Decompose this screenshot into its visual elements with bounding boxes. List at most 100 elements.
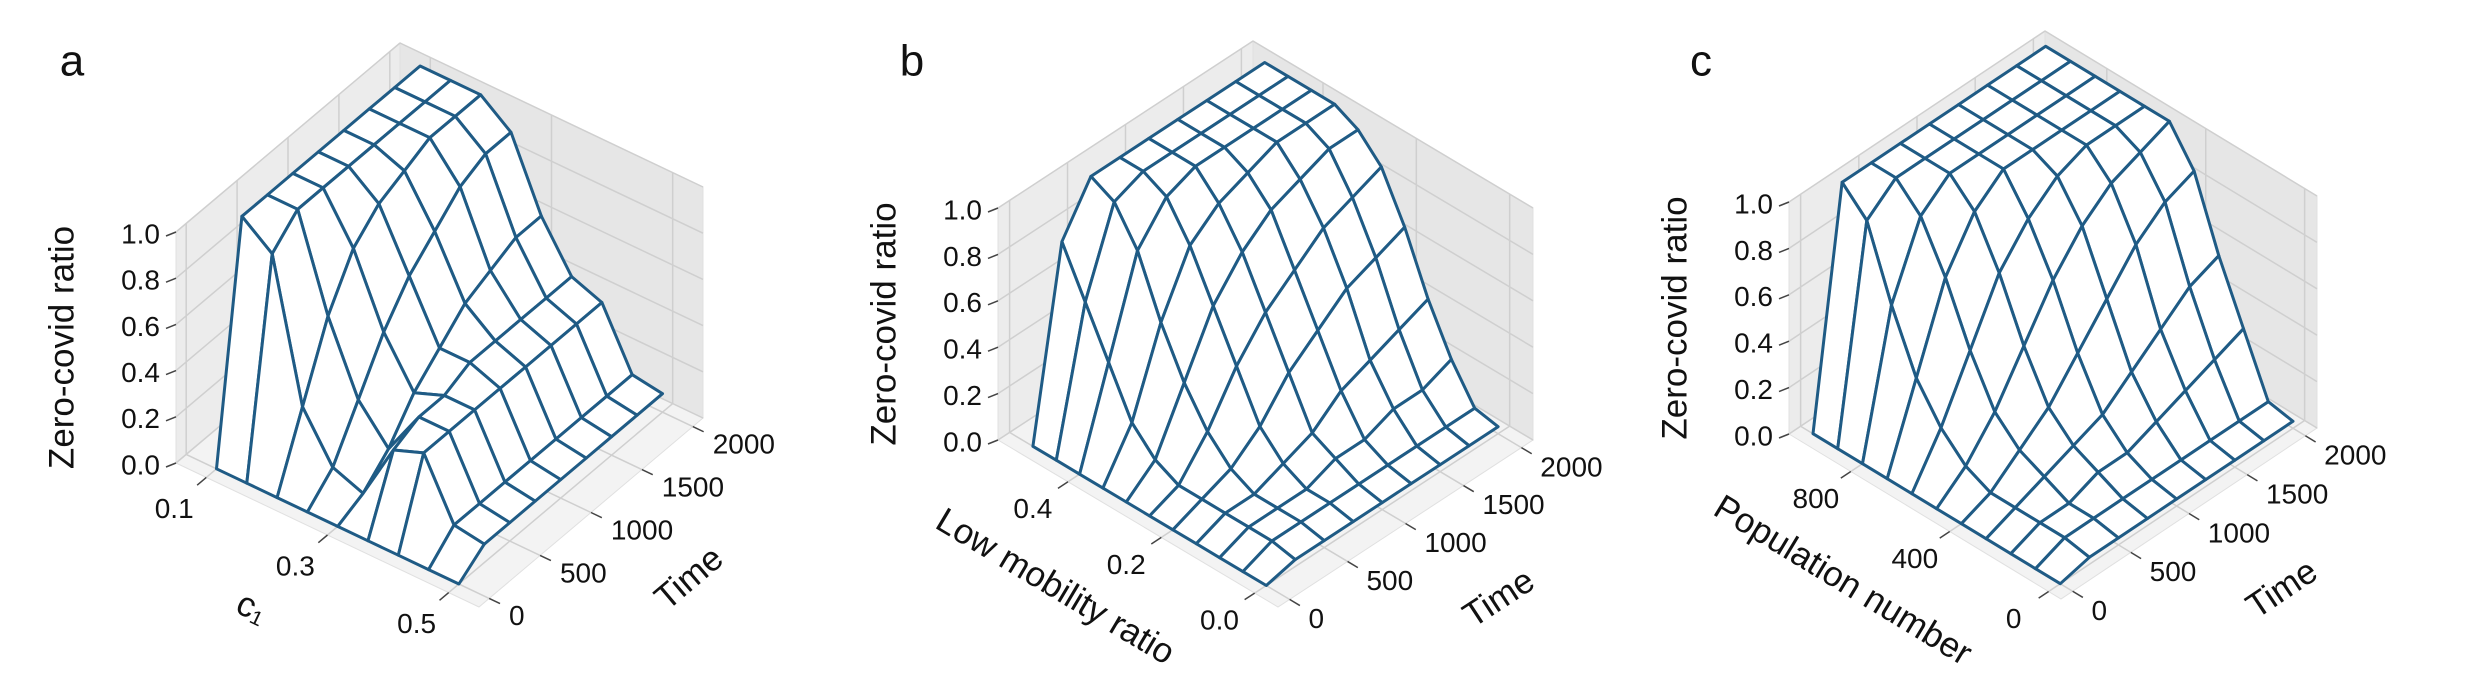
tick-mark — [1778, 340, 1790, 346]
z-tick-label: 0.2 — [121, 403, 160, 434]
tick-mark — [488, 597, 501, 605]
x-tick-label: 0.3 — [276, 550, 315, 581]
z-tick-label: 0.2 — [943, 380, 982, 411]
y-tick-label: 2000 — [713, 428, 775, 459]
grid-line — [2044, 30, 2318, 197]
tick-mark — [692, 425, 704, 433]
y-tick-label: 2000 — [1540, 451, 1602, 482]
z-tick-label: 0.6 — [1734, 281, 1773, 312]
y-tick-label: 1500 — [2266, 478, 2328, 509]
panel-label: a — [60, 37, 85, 86]
tick-mark — [1057, 481, 1069, 489]
y-tick-label: 1500 — [1482, 489, 1544, 520]
tick-mark — [539, 554, 552, 562]
tick-mark — [987, 439, 999, 445]
surface-cell — [427, 523, 486, 586]
tick-mark — [641, 468, 654, 476]
z-tick-label: 0.4 — [1734, 328, 1773, 359]
x-axis-label: c₁ — [230, 584, 273, 632]
y-tick-label: 1000 — [2208, 517, 2270, 548]
z-axis-label: Zero-covid ratio — [42, 226, 81, 469]
tick-mark — [1463, 484, 1475, 493]
tick-mark — [2304, 435, 2317, 443]
y-axis-label: Time — [647, 538, 731, 617]
tick-mark — [439, 592, 450, 601]
y-axis-label: Time — [2239, 551, 2324, 626]
tick-mark — [165, 277, 177, 283]
tick-mark — [165, 462, 177, 468]
z-tick-label: 0.0 — [121, 449, 160, 480]
y-tick-label: 1000 — [1424, 527, 1486, 558]
z-tick-label: 0.6 — [943, 287, 982, 318]
tick-mark — [317, 534, 328, 544]
y-tick-label: 2000 — [2324, 440, 2386, 471]
z-tick-label: 0.2 — [1734, 374, 1773, 405]
tick-mark — [1244, 592, 1256, 601]
tick-mark — [2130, 551, 2142, 560]
x-tick-label: 0.2 — [1107, 549, 1146, 580]
z-tick-label: 0.0 — [943, 426, 982, 457]
surface-cell — [2034, 536, 2091, 586]
x-tick-label: 800 — [1793, 483, 1840, 514]
grid-line — [1252, 40, 1534, 209]
z-tick-label: 1.0 — [121, 218, 160, 249]
x-tick-label: 400 — [1891, 543, 1938, 574]
x-tick-label: 0.0 — [1200, 604, 1239, 635]
y-tick-label: 500 — [2150, 556, 2197, 587]
z-tick-label: 0.8 — [943, 241, 982, 272]
tick-mark — [2188, 512, 2200, 521]
tick-mark — [165, 231, 177, 237]
z-tick-label: 0.6 — [121, 311, 160, 342]
tick-mark — [196, 476, 207, 486]
grid-line — [399, 42, 704, 188]
tick-mark — [165, 369, 177, 376]
z-tick-label: 0.8 — [121, 265, 160, 296]
tick-mark — [1347, 560, 1359, 569]
x-tick-label: 0.5 — [397, 608, 436, 639]
z-axis-label: Zero-covid ratio — [1655, 196, 1694, 439]
tick-mark — [1405, 522, 1417, 531]
tick-mark — [987, 253, 999, 260]
tick-mark — [165, 416, 177, 422]
tick-mark — [165, 323, 177, 330]
tick-mark — [987, 346, 999, 352]
grid-line — [175, 42, 401, 233]
y-tick-label: 500 — [1366, 565, 1413, 596]
z-tick-label: 0.0 — [1734, 420, 1773, 451]
z-tick-label: 0.4 — [943, 334, 982, 365]
grid-line — [1788, 30, 2046, 203]
tick-mark — [2072, 590, 2084, 599]
z-tick-label: 0.4 — [121, 357, 160, 388]
tick-mark — [1289, 598, 1301, 607]
y-tick-label: 500 — [560, 557, 607, 588]
y-tick-label: 0 — [509, 600, 525, 631]
panel-label: b — [900, 37, 924, 86]
tick-mark — [1778, 433, 1790, 439]
panel-label: c — [1690, 37, 1712, 86]
y-tick-label: 0 — [1308, 603, 1324, 634]
x-tick-label: 0.4 — [1013, 493, 1052, 524]
tick-mark — [1521, 446, 1533, 455]
z-tick-label: 1.0 — [1734, 188, 1773, 219]
y-tick-label: 1500 — [662, 471, 724, 502]
x-tick-label: 0 — [2006, 603, 2022, 634]
tick-mark — [1778, 386, 1790, 393]
tick-mark — [590, 511, 603, 519]
x-tick-label: 0.1 — [155, 493, 194, 524]
tick-mark — [1150, 536, 1162, 545]
z-tick-label: 1.0 — [943, 194, 982, 225]
tick-mark — [1939, 530, 1951, 539]
tick-mark — [987, 300, 999, 306]
y-axis-label: Time — [1456, 561, 1541, 636]
z-axis-label: Zero-covid ratio — [864, 202, 903, 445]
tick-mark — [1778, 247, 1790, 254]
tick-mark — [1840, 470, 1852, 479]
tick-mark — [1778, 294, 1790, 300]
tick-mark — [987, 392, 999, 399]
tick-mark — [1778, 201, 1790, 207]
z-tick-label: 0.8 — [1734, 235, 1773, 266]
tick-mark — [987, 207, 999, 213]
surface-cell — [1241, 539, 1297, 587]
